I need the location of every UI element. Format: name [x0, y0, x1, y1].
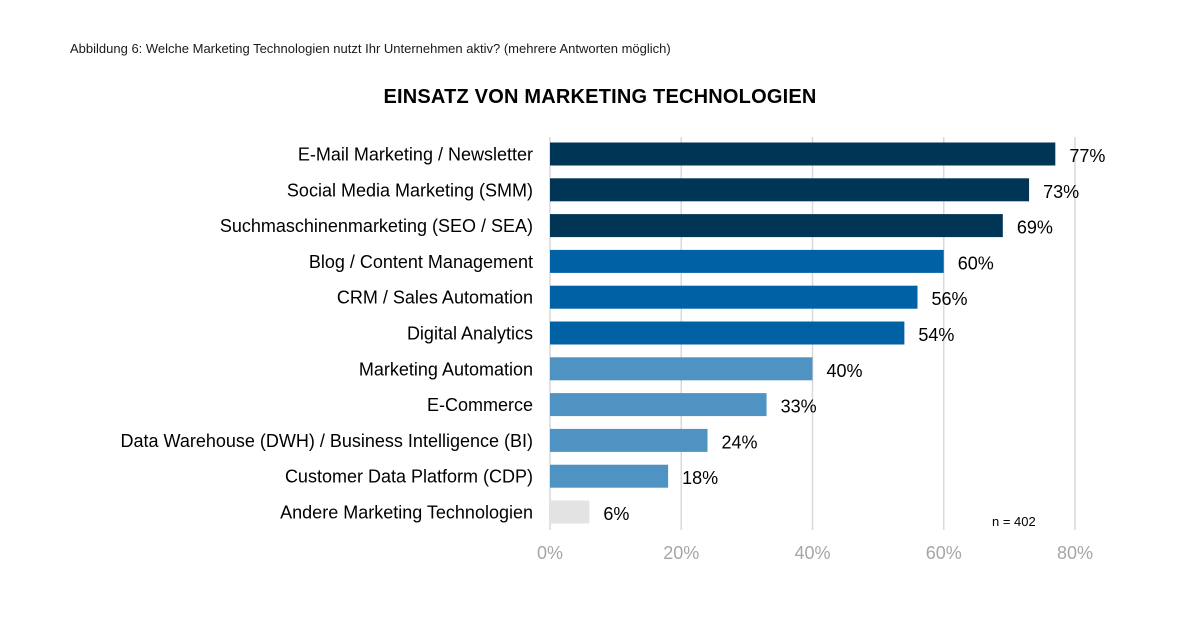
bar — [550, 142, 1056, 166]
bar — [550, 428, 708, 452]
value-label: 6% — [603, 504, 629, 524]
x-tick-label: 80% — [1057, 543, 1093, 563]
x-tick-label: 40% — [794, 543, 830, 563]
bar — [550, 249, 944, 273]
category-label: Suchmaschinenmarketing (SEO / SEA) — [220, 216, 533, 236]
bar — [550, 285, 918, 309]
value-label: 24% — [722, 432, 758, 452]
value-label: 54% — [918, 325, 954, 345]
x-tick-label: 60% — [926, 543, 962, 563]
bar — [550, 357, 813, 381]
category-label: E-Mail Marketing / Newsletter — [298, 145, 533, 165]
category-label: Customer Data Platform (CDP) — [285, 467, 533, 487]
bar — [550, 321, 905, 345]
bar — [550, 500, 590, 524]
category-label: CRM / Sales Automation — [337, 288, 533, 308]
category-label: Data Warehouse (DWH) / Business Intellig… — [121, 431, 533, 451]
value-label: 56% — [932, 289, 968, 309]
value-label: 60% — [958, 253, 994, 273]
value-label: 18% — [682, 468, 718, 488]
category-label: Blog / Content Management — [309, 252, 533, 272]
chart-title: EINSATZ VON MARKETING TECHNOLOGIEN — [383, 86, 817, 108]
category-label: Andere Marketing Technologien — [280, 503, 533, 523]
sample-size-note: n = 402 — [992, 514, 1036, 529]
bar — [550, 178, 1030, 202]
category-label: Social Media Marketing (SMM) — [287, 180, 533, 200]
bar — [550, 464, 669, 488]
value-label: 69% — [1017, 218, 1053, 238]
bar — [550, 393, 767, 417]
x-tick-label: 20% — [663, 543, 699, 563]
category-label: Marketing Automation — [359, 359, 533, 379]
value-label: 73% — [1043, 182, 1079, 202]
category-label: Digital Analytics — [407, 324, 533, 344]
bar — [550, 214, 1003, 238]
value-label: 40% — [827, 361, 863, 381]
value-label: 77% — [1069, 146, 1105, 166]
category-label: E-Commerce — [427, 395, 533, 415]
x-tick-label: 0% — [537, 543, 563, 563]
figure-caption: Abbildung 6: Welche Marketing Technologi… — [70, 41, 671, 56]
value-label: 33% — [781, 397, 817, 417]
